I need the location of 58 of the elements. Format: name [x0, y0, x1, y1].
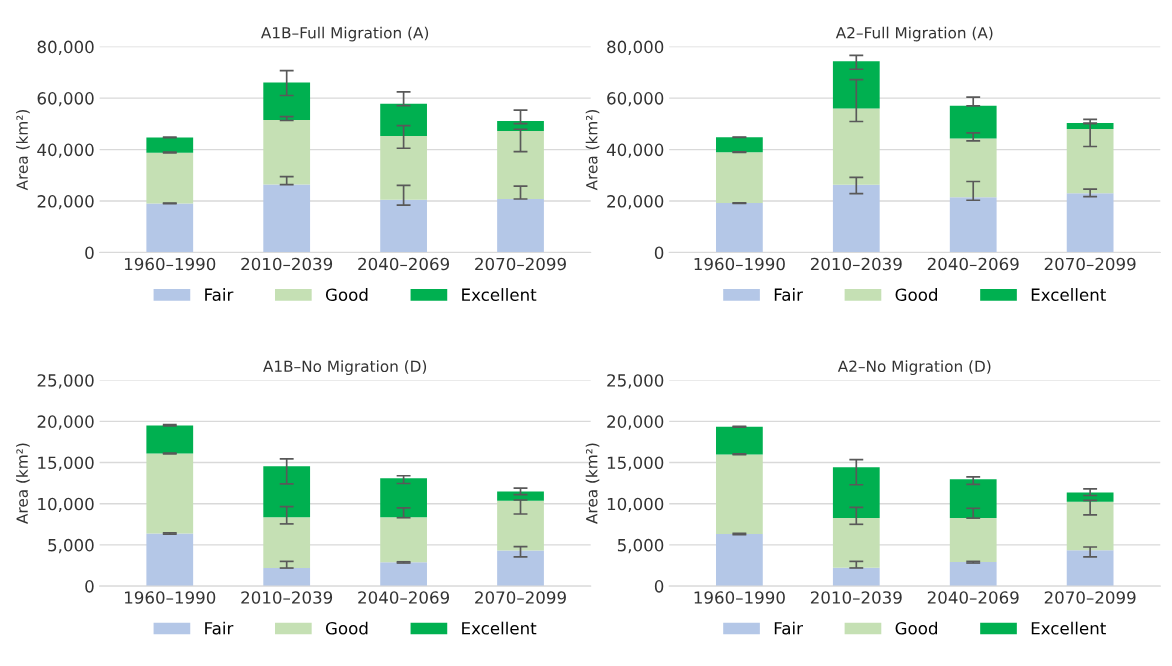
legend-label: Excellent — [1031, 621, 1106, 635]
y-tick-label: 5,000 — [48, 538, 94, 554]
y-tick-label: 60,000 — [607, 92, 664, 107]
chart-title: A1B–No Migration (D) — [263, 360, 427, 376]
y-tick-label: 40,000 — [37, 143, 94, 158]
y-tick-label: 25,000 — [37, 374, 94, 389]
legend-label: Good — [895, 288, 937, 302]
y-tick-label: 40,000 — [606, 143, 664, 158]
y-tick-label: 20,000 — [607, 415, 664, 430]
legend-label: Fair — [774, 288, 803, 302]
x-tick-label: 2040–2069 — [927, 257, 1019, 271]
y-tick-label: 10,000 — [607, 497, 664, 512]
legend-label: Fair — [774, 621, 803, 635]
y-axis-title: Area (km²) — [585, 443, 600, 524]
y-tick-label: 60,000 — [37, 92, 94, 107]
x-tick-label: 1960–1990 — [125, 591, 216, 604]
y-tick-label: 80,000 — [37, 40, 94, 55]
x-tick-label: 2070–2099 — [1044, 257, 1136, 271]
x-tick-label: 2010–2039 — [241, 257, 333, 271]
y-tick-label: 20,000 — [37, 195, 94, 210]
y-tick-label: 0 — [85, 580, 94, 593]
legend-label: Excellent — [462, 621, 537, 635]
x-tick-label: 2070–2099 — [475, 257, 566, 271]
y-tick-label: 20,000 — [607, 195, 664, 210]
legend-label: Good — [325, 288, 368, 302]
legend-label: Excellent — [1031, 288, 1106, 302]
x-tick-label: 1960–1990 — [694, 591, 785, 604]
legend-label: Good — [895, 621, 937, 635]
y-tick-label: 15,000 — [607, 456, 664, 471]
y-tick-label: 15,000 — [38, 456, 94, 471]
y-tick-label: 20,000 — [37, 415, 94, 430]
x-tick-label: 2010–2039 — [241, 591, 333, 604]
x-tick-label: 1960–1990 — [694, 257, 785, 271]
y-axis-title: Area (km²) — [16, 109, 30, 191]
y-tick-label: 25,000 — [607, 374, 664, 389]
legend-label: Fair — [205, 621, 234, 635]
legend-label: Fair — [205, 288, 234, 302]
legend-label: Excellent — [462, 288, 537, 302]
y-tick-label: 0 — [654, 580, 664, 593]
x-tick-label: 2070–2099 — [475, 591, 566, 604]
y-tick-label: 10,000 — [38, 497, 94, 512]
x-tick-label: 2040–2069 — [927, 591, 1019, 604]
legend-label: Good — [325, 621, 368, 635]
y-tick-label: 80,000 — [607, 40, 664, 55]
y-axis-title: Area (km²) — [585, 109, 600, 191]
y-tick-label: 0 — [85, 246, 94, 260]
x-tick-label: 2010–2039 — [810, 591, 902, 604]
y-tick-label: 0 — [654, 246, 664, 260]
y-axis-title: Area (km²) — [16, 443, 30, 524]
chart-title: A2–No Migration (D) — [837, 360, 991, 376]
chart-title: A2–Full Migration (A) — [835, 26, 993, 42]
x-tick-label: 1960–1990 — [125, 257, 216, 271]
x-tick-label: 2010–2039 — [810, 257, 902, 271]
x-tick-label: 2040–2069 — [358, 591, 450, 604]
x-tick-label: 2040–2069 — [358, 257, 450, 271]
y-tick-label: 5,000 — [617, 538, 664, 554]
chart-title: A1B–Full Migration (A) — [261, 26, 429, 42]
x-tick-label: 2070–2099 — [1044, 591, 1136, 604]
